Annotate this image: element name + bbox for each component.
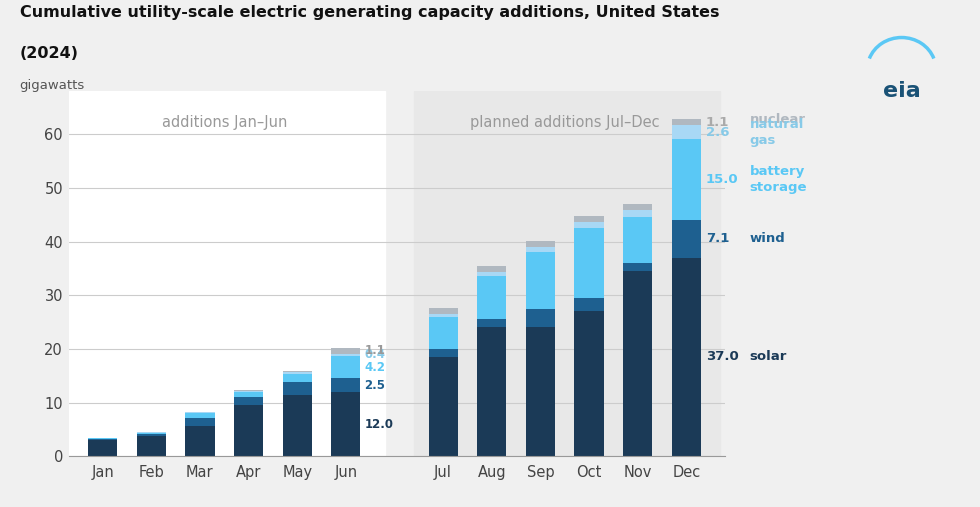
Bar [428,357,458,456]
Bar [282,374,312,382]
Text: 15.0: 15.0 [706,173,738,186]
Bar [526,241,555,247]
Text: additions Jan–Jun: additions Jan–Jun [162,116,287,130]
Bar [428,317,458,349]
Text: eia: eia [883,82,920,101]
Bar [477,328,507,456]
Bar [526,252,555,309]
Text: gigawatts: gigawatts [20,79,85,92]
Bar [185,426,215,456]
Text: 0.4: 0.4 [365,348,385,361]
Bar [477,272,507,276]
Text: battery
storage: battery storage [750,165,808,194]
Bar [574,216,604,222]
Text: wind: wind [750,232,785,245]
Bar [477,319,507,328]
Bar [88,438,118,439]
Bar [185,412,215,413]
Bar [623,263,653,271]
Bar [623,218,653,263]
Bar [526,309,555,328]
Bar [185,413,215,418]
Bar [574,222,604,228]
Bar [623,271,653,456]
Bar [574,311,604,456]
Bar [234,405,264,456]
Bar [574,298,604,311]
Bar [671,258,701,456]
Bar [623,210,653,218]
Bar [331,354,361,356]
Text: solar: solar [750,350,787,364]
Text: 1.1: 1.1 [706,116,729,129]
Bar [282,382,312,395]
Bar [331,392,361,456]
Bar [136,432,166,434]
Bar [414,91,720,456]
Text: 37.0: 37.0 [706,350,739,364]
Bar [671,220,701,258]
Bar [671,139,701,220]
Bar [185,418,215,426]
Text: nuclear: nuclear [750,113,806,126]
Text: 7.1: 7.1 [706,232,729,245]
Text: natural
gas: natural gas [750,118,804,147]
Text: 1.1: 1.1 [365,344,385,356]
Text: 12.0: 12.0 [365,418,393,430]
Bar [331,348,361,354]
Bar [234,392,264,397]
Bar [282,371,312,372]
Bar [477,276,507,319]
Text: Cumulative utility-scale electric generating capacity additions, United States: Cumulative utility-scale electric genera… [20,5,719,20]
Text: 4.2: 4.2 [365,360,385,374]
Bar [526,247,555,252]
Bar [428,349,458,357]
Bar [234,391,264,392]
Text: 2.5: 2.5 [365,379,385,392]
Bar [671,125,701,139]
Bar [282,372,312,374]
Bar [88,439,118,440]
Bar [623,204,653,210]
Bar [428,314,458,317]
Bar [234,397,264,405]
Text: (2024): (2024) [20,46,78,61]
Bar [282,395,312,456]
Bar [331,378,361,392]
Bar [477,266,507,272]
Bar [88,440,118,456]
Bar [574,228,604,298]
Bar [671,119,701,125]
Bar [234,390,264,391]
Text: 2.6: 2.6 [706,126,729,138]
Bar [136,434,166,436]
Text: planned additions Jul–Dec: planned additions Jul–Dec [469,116,660,130]
Bar [428,308,458,314]
Bar [526,328,555,456]
Bar [69,91,385,456]
Bar [136,436,166,456]
Bar [331,356,361,378]
